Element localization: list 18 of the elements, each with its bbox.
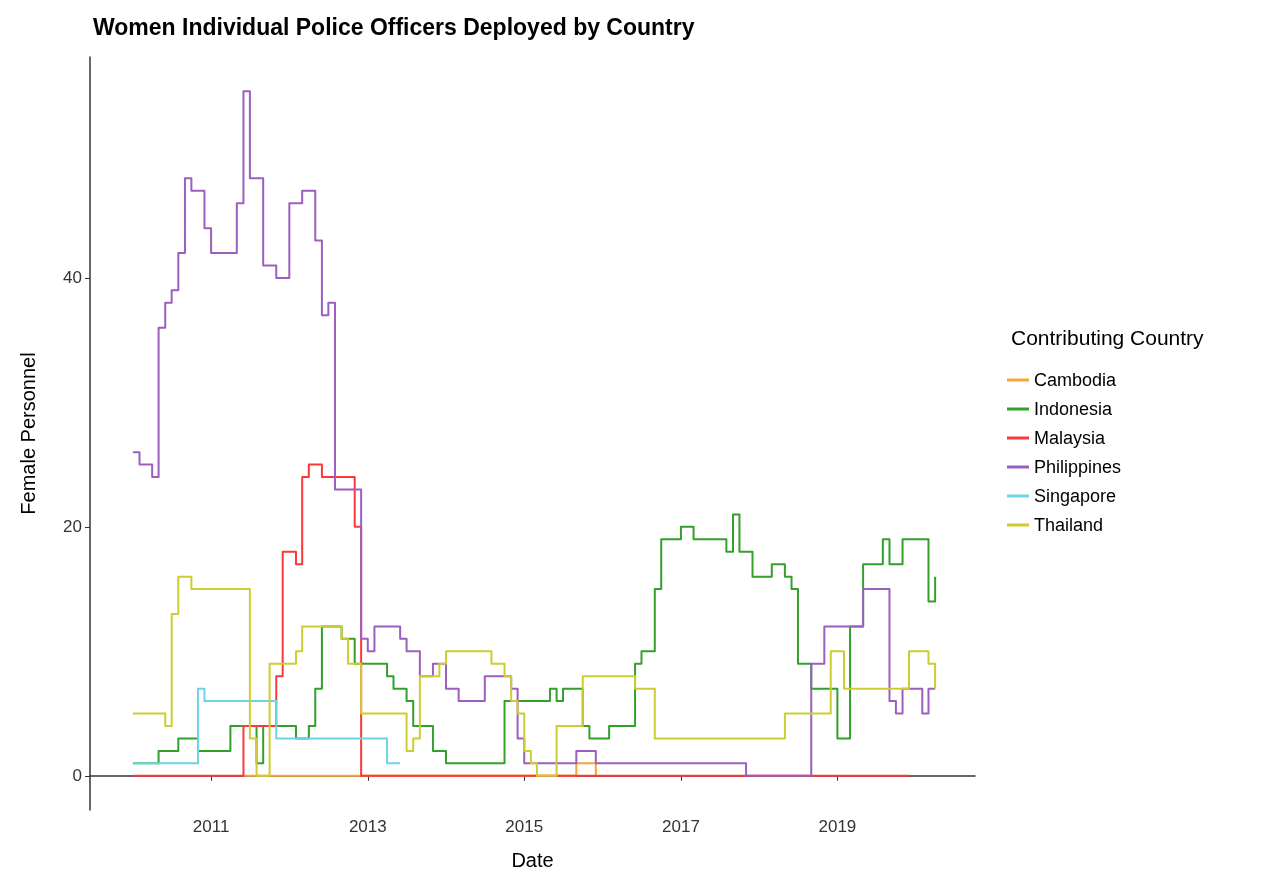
y-tick-label: 0 [72, 766, 82, 786]
legend-label: Thailand [1034, 515, 1104, 535]
y-axis-title: Female Personnel [17, 352, 39, 515]
legend-label: Cambodia [1034, 370, 1118, 390]
legend-label: Philippines [1034, 457, 1122, 477]
chart-title: Women Individual Police Officers Deployed by Country [93, 13, 695, 40]
legend-label: Singapore [1034, 486, 1117, 506]
x-tick-label: 2017 [662, 817, 700, 836]
y-tick-label: 20 [63, 517, 82, 537]
x-tick-label: 2015 [505, 817, 544, 836]
y-tick-label: 40 [63, 268, 82, 288]
legend-label: Indonesia [1034, 399, 1114, 419]
x-tick-label: 2011 [192, 817, 230, 836]
legend-label: Malaysia [1034, 428, 1107, 448]
x-tick-label: 2013 [348, 817, 387, 836]
x-axis-title: Date [511, 849, 554, 871]
legend-title: Contributing Country [1011, 326, 1205, 349]
x-tick-label: 2019 [818, 817, 857, 836]
